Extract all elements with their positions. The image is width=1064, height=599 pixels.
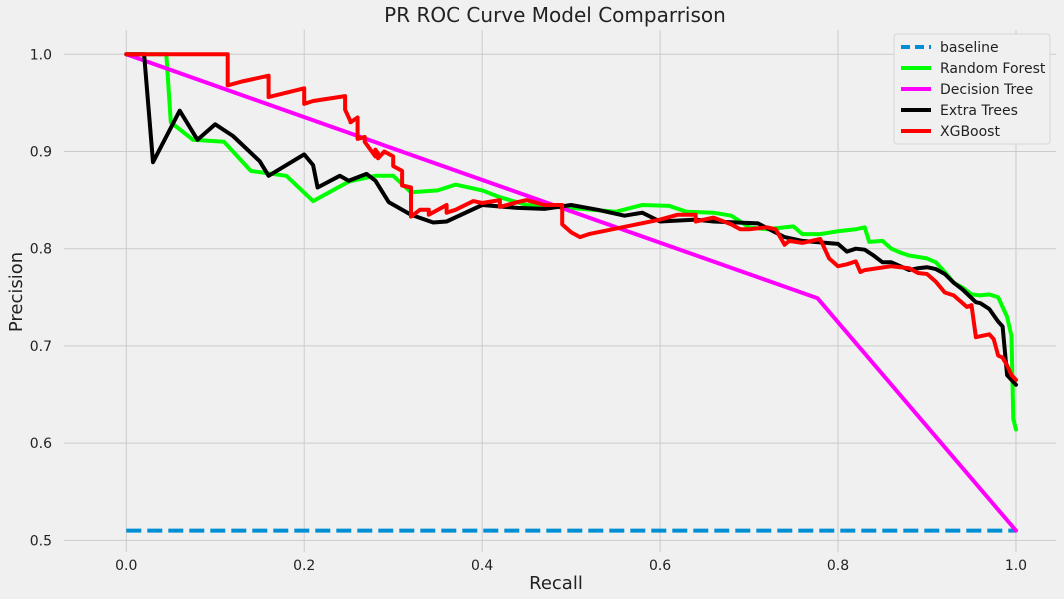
y-tick-label: 1.0 (30, 47, 52, 63)
y-tick-label: 0.8 (30, 242, 52, 258)
x-tick-label: 0.2 (293, 558, 315, 574)
x-axis: 0.0 0.2 0.4 0.6 0.8 1.0 (115, 558, 1027, 574)
x-tick-label: 0.6 (649, 558, 671, 574)
x-axis-title: Recall (529, 573, 583, 594)
legend-label-decision-tree: Decision Tree (940, 82, 1033, 98)
x-tick-label: 1.0 (1005, 558, 1027, 574)
y-axis: 0.5 0.6 0.7 0.8 0.9 1.0 (30, 47, 52, 549)
series-line-xgboost (124, 52, 1018, 382)
legend-label-xgboost: XGBoost (940, 124, 1000, 140)
x-tick-label: 0.0 (115, 558, 137, 574)
y-tick-label: 0.7 (30, 339, 52, 355)
y-tick-label: 0.9 (30, 145, 52, 161)
x-tick-label: 0.8 (827, 558, 849, 574)
legend-label-baseline: baseline (940, 40, 999, 56)
series-layer (124, 52, 1018, 533)
y-axis-title: Precision (6, 252, 27, 332)
legend-label-random-forest: Random Forest (940, 61, 1046, 77)
plot-area (64, 30, 1056, 552)
x-tick-label: 0.4 (471, 558, 493, 574)
y-tick-label: 0.6 (30, 436, 52, 452)
y-tick-label: 0.5 (30, 533, 52, 549)
legend-box (893, 33, 1051, 145)
legend: baseline Random Forest Decision Tree Extra … (893, 33, 1051, 145)
series-line-extra-trees (124, 52, 1018, 387)
legend-label-extra-trees: Extra Trees (940, 103, 1018, 119)
chart-title: PR ROC Curve Model Comparrison (384, 3, 726, 27)
